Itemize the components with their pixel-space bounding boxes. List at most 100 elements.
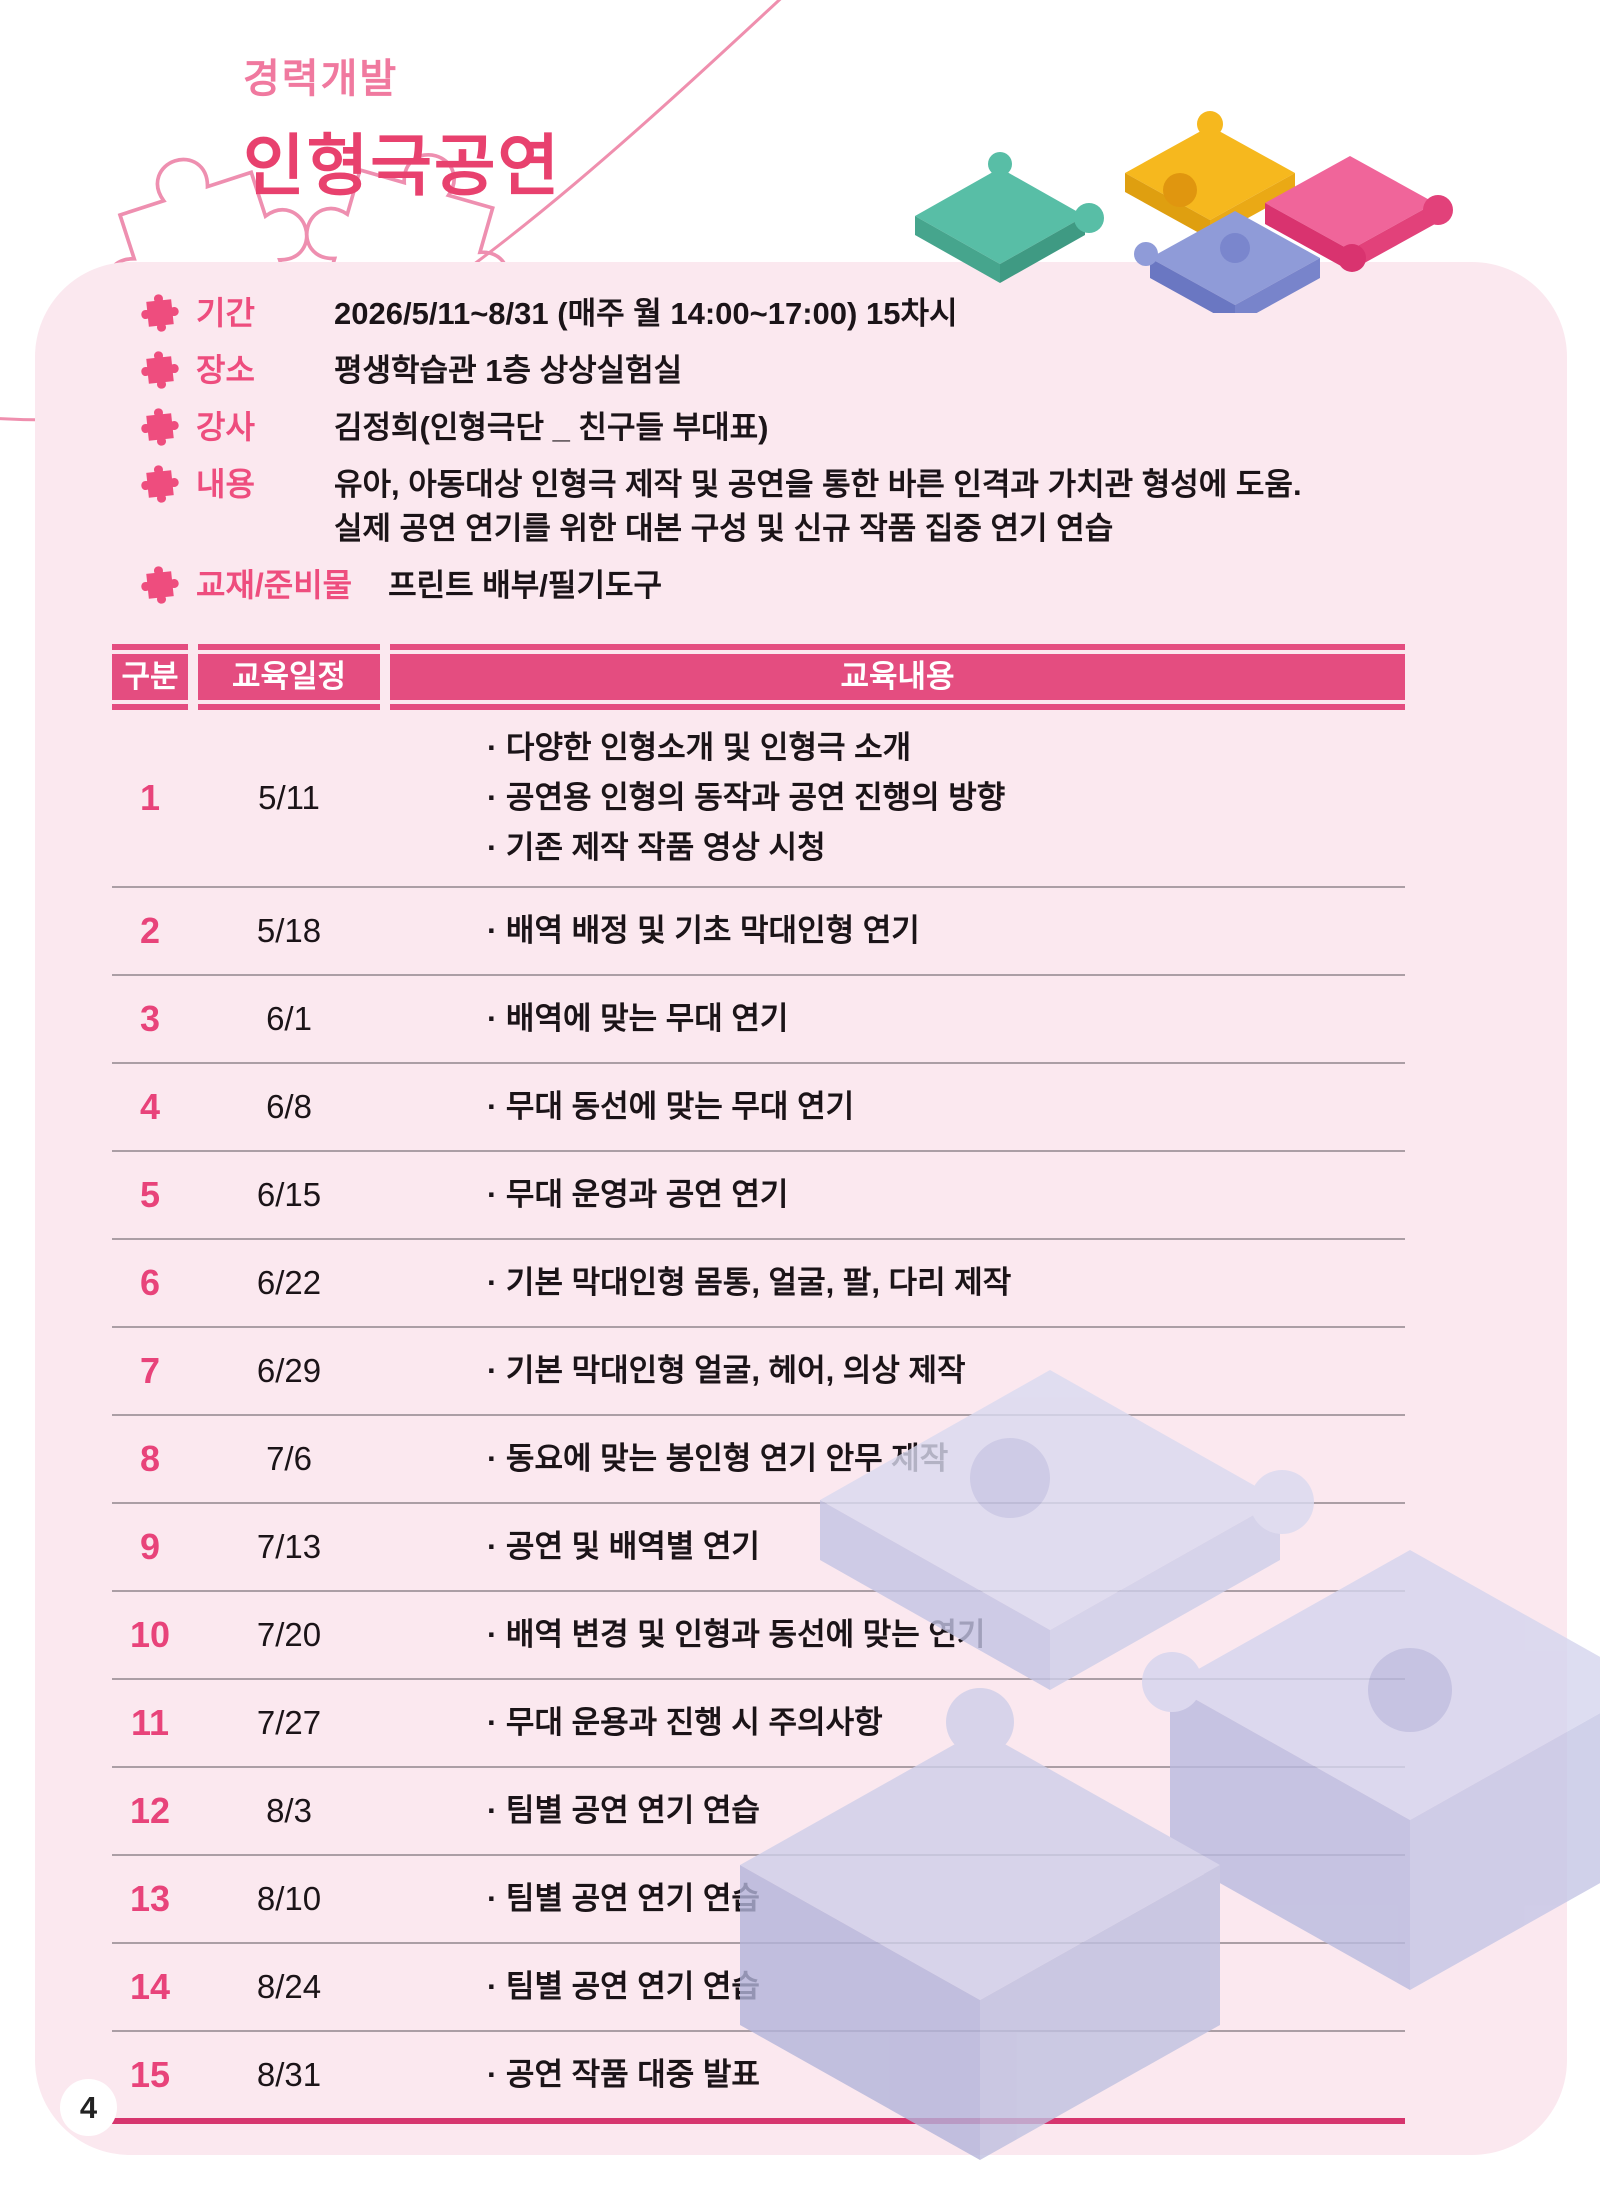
puzzle-piece-icon (140, 350, 180, 390)
course-info-list: 기간 2026/5/11~8/31 (매주 월 14:00~17:00) 15차… (140, 292, 1302, 608)
table-header-row: 구분 교육일정 교육내용 (112, 644, 1405, 710)
session-content: · 공연 작품 대중 발표 (390, 2050, 760, 2100)
session-date: 8/31 (256, 2056, 322, 2093)
table-content-line: · 동요에 맞는 봉인형 연기 안무 제작 (487, 1441, 949, 1476)
session-date: 6/1 (266, 1000, 312, 1037)
session-content: · 배역 배정 및 기초 막대인형 연기 (390, 906, 920, 956)
puzzle-piece-icon (140, 464, 180, 504)
info-value-line: 평생학습관 1층 상상실험실 (334, 353, 683, 388)
table-row: 12 8/3 · 팀별 공연 연기 연습 (112, 1768, 1405, 1856)
session-date: 6/29 (256, 1352, 322, 1389)
info-row: 장소 평생학습관 1층 상상실험실 (140, 349, 1302, 393)
page-title-block: 경력개발 인형극공연 (243, 46, 561, 209)
table-content-line: · 다양한 인형소개 및 인형극 소개 (487, 730, 912, 765)
puzzle-piece-icon (140, 293, 180, 333)
session-content: · 팀별 공연 연기 연습 (390, 1962, 760, 2012)
session-number: 14 (129, 1966, 171, 2007)
session-content: · 무대 운영과 공연 연기 (390, 1170, 788, 1220)
info-value: 유아, 아동대상 인형극 제작 및 공연을 통한 바른 인격과 가치관 형성에 … (334, 463, 1302, 551)
session-content: · 팀별 공연 연기 연습 (390, 1874, 760, 1924)
info-value: 2026/5/11~8/31 (매주 월 14:00~17:00) 15차시 (334, 292, 958, 336)
info-row: 강사 김정희(인형극단 _ 친구들 부대표) (140, 406, 1302, 450)
info-value-line: 프린트 배부/필기도구 (388, 568, 662, 603)
table-row: 9 7/13 · 공연 및 배역별 연기 (112, 1504, 1405, 1592)
info-value: 프린트 배부/필기도구 (388, 564, 662, 608)
info-label: 강사 (196, 409, 255, 445)
session-content: · 무대 운용과 진행 시 주의사항 (390, 1698, 883, 1748)
table-content-line: · 팀별 공연 연기 연습 (487, 1793, 760, 1828)
column-header-schedule: 교육일정 (198, 644, 380, 710)
session-date: 6/8 (266, 1088, 312, 1125)
session-number: 10 (129, 1614, 171, 1655)
table-row: 11 7/27 · 무대 운용과 진행 시 주의사항 (112, 1680, 1405, 1768)
table-row: 6 6/22 · 기본 막대인형 몸통, 얼굴, 팔, 다리 제작 (112, 1240, 1405, 1328)
table-content-line: · 배역에 맞는 무대 연기 (487, 1001, 789, 1036)
table-content-line: · 무대 동선에 맞는 무대 연기 (487, 1089, 855, 1124)
session-number: 11 (130, 1702, 170, 1743)
info-row: 교재/준비물 프린트 배부/필기도구 (140, 564, 1302, 608)
info-row: 기간 2026/5/11~8/31 (매주 월 14:00~17:00) 15차… (140, 292, 1302, 336)
info-row: 내용 유아, 아동대상 인형극 제작 및 공연을 통한 바른 인격과 가치관 형… (140, 463, 1302, 551)
info-value-line: 김정희(인형극단 _ 친구들 부대표) (334, 410, 769, 445)
table-content-line: · 기본 막대인형 얼굴, 헤어, 의상 제작 (487, 1353, 966, 1388)
table-row: 3 6/1 · 배역에 맞는 무대 연기 (112, 976, 1405, 1064)
content-layer: 기간 2026/5/11~8/31 (매주 월 14:00~17:00) 15차… (35, 262, 1567, 2155)
session-content: · 팀별 공연 연기 연습 (390, 1786, 760, 1836)
puzzle-3d-cluster-icon (915, 111, 1453, 313)
table-content-line: · 무대 운용과 진행 시 주의사항 (487, 1705, 883, 1740)
info-value-line: 2026/5/11~8/31 (매주 월 14:00~17:00) 15차시 (334, 296, 958, 331)
session-number: 13 (129, 1878, 171, 1919)
session-content: · 공연 및 배역별 연기 (390, 1522, 760, 1572)
session-date: 8/24 (256, 1968, 322, 2005)
page-title: 인형극공연 (243, 129, 562, 204)
table-row: 8 7/6 · 동요에 맞는 봉인형 연기 안무 제작 (112, 1416, 1405, 1504)
session-number: 8 (139, 1438, 161, 1479)
table-row: 2 5/18 · 배역 배정 및 기초 막대인형 연기 (112, 888, 1405, 976)
info-label: 교재/준비물 (196, 567, 353, 603)
table-content-line: · 공연용 인형의 동작과 공연 진행의 방향 (487, 780, 1006, 815)
table-row: 7 6/29 · 기본 막대인형 얼굴, 헤어, 의상 제작 (112, 1328, 1405, 1416)
session-content: · 기본 막대인형 얼굴, 헤어, 의상 제작 (390, 1346, 966, 1396)
page-number: 4 (79, 2089, 98, 2125)
session-date: 8/3 (266, 1792, 312, 1829)
info-label: 내용 (196, 466, 255, 502)
page-number-badge: 4 (60, 2079, 117, 2136)
session-date: 6/15 (256, 1176, 322, 1213)
info-value: 김정희(인형극단 _ 친구들 부대표) (334, 406, 769, 450)
session-date: 7/20 (256, 1616, 322, 1653)
session-content: · 기본 막대인형 몸통, 얼굴, 팔, 다리 제작 (390, 1258, 1011, 1308)
info-label: 기간 (196, 295, 255, 331)
table-content-line: · 기본 막대인형 몸통, 얼굴, 팔, 다리 제작 (487, 1265, 1012, 1300)
session-number: 4 (139, 1086, 161, 1127)
session-date: 8/10 (256, 1880, 322, 1917)
session-date: 7/13 (256, 1528, 322, 1565)
table-content-line: · 기존 제작 작품 영상 시청 (487, 830, 826, 865)
session-number: 5 (139, 1174, 161, 1215)
table-row: 4 6/8 · 무대 동선에 맞는 무대 연기 (112, 1064, 1405, 1152)
table-row: 5 6/15 · 무대 운영과 공연 연기 (112, 1152, 1405, 1240)
session-date: 7/27 (256, 1704, 322, 1741)
table-row: 1 5/11 · 다양한 인형소개 및 인형극 소개 · 공연용 인형의 동작과 … (112, 710, 1405, 888)
table-content-line: · 공연 및 배역별 연기 (487, 1529, 760, 1564)
puzzle-piece-icon (140, 565, 180, 605)
table-content-line: · 배역 배정 및 기초 막대인형 연기 (487, 913, 920, 948)
session-number: 1 (139, 777, 161, 818)
session-date: 7/6 (266, 1440, 312, 1477)
curriculum-table: 구분 교육일정 교육내용 1 5/11 · 다양한 인형소개 및 인형극 소개 ·… (112, 644, 1405, 2124)
table-content-line: · 팀별 공연 연기 연습 (487, 1881, 760, 1916)
session-content: · 다양한 인형소개 및 인형극 소개 · 공연용 인형의 동작과 공연 진행의 … (390, 723, 1005, 873)
session-number: 7 (139, 1350, 161, 1391)
table-body: 1 5/11 · 다양한 인형소개 및 인형극 소개 · 공연용 인형의 동작과 … (112, 710, 1405, 2124)
session-date: 5/18 (256, 912, 322, 949)
info-value-line: 실제 공연 연기를 위한 대본 구성 및 신규 작품 집중 연기 연습 (334, 511, 1114, 546)
session-content: · 배역에 맞는 무대 연기 (390, 994, 788, 1044)
session-number: 15 (129, 2054, 171, 2095)
info-value-line: 유아, 아동대상 인형극 제작 및 공연을 통한 바른 인격과 가치관 형성에 … (334, 467, 1302, 502)
table-content-line: · 팀별 공연 연기 연습 (487, 1969, 760, 2004)
session-number: 6 (139, 1262, 161, 1303)
table-row: 10 7/20 · 배역 변경 및 인형과 동선에 맞는 연기 (112, 1592, 1405, 1680)
table-content-line: · 배역 변경 및 인형과 동선에 맞는 연기 (487, 1617, 986, 1652)
session-number: 3 (139, 998, 161, 1039)
table-content-line: · 무대 운영과 공연 연기 (487, 1177, 789, 1212)
